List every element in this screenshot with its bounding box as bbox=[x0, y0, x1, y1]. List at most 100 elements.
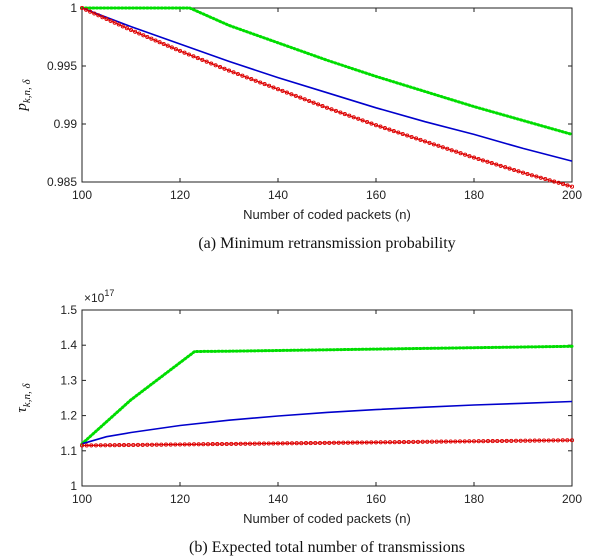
chart-a-series-marker bbox=[480, 158, 485, 163]
chart-a-ylabel: pk,n, δ bbox=[14, 78, 33, 111]
chart-b-series-marker bbox=[299, 441, 304, 446]
chart-a-caption: (a) Minimum retransmission probability bbox=[198, 235, 455, 252]
chart-a-series-marker bbox=[240, 73, 245, 78]
chart-b-series-marker bbox=[229, 441, 234, 446]
chart-a-ticks: 100 120 140 160 180 200 0.985 0.99 0.995 1 bbox=[47, 1, 582, 202]
chart-b-series-marker bbox=[247, 441, 253, 446]
chart-a-series-marker bbox=[289, 92, 294, 97]
chart-a-series-marker bbox=[195, 56, 200, 61]
chart-a-series-marker bbox=[454, 149, 459, 154]
chart-a-series-marker bbox=[373, 123, 379, 128]
chart-a-series-marker bbox=[503, 165, 508, 170]
chart-b-series-marker bbox=[89, 443, 94, 448]
chart-a-series-marker bbox=[538, 175, 543, 180]
chart-b-series-marker bbox=[224, 441, 229, 447]
chart-a-series-marker bbox=[92, 11, 97, 16]
chart-b-series-marker bbox=[107, 443, 113, 448]
chart-a-series-marker bbox=[507, 166, 512, 171]
chart-b-series-marker bbox=[345, 440, 351, 445]
chart-b-series-marker bbox=[205, 442, 211, 447]
chart-a-series-marker bbox=[409, 134, 414, 140]
chart-b-series-marker bbox=[527, 438, 533, 443]
chart-a-series-marker bbox=[267, 83, 272, 88]
chart-b-series-marker bbox=[485, 439, 491, 444]
chart-a-xtick-label: 140 bbox=[268, 188, 288, 202]
chart-a-frame bbox=[81, 7, 573, 183]
chart-a-xtick-label: 100 bbox=[72, 188, 92, 202]
chart-b-series-marker bbox=[103, 443, 108, 448]
chart-b-series-marker bbox=[215, 442, 220, 447]
chart-b-series-marker bbox=[532, 438, 537, 443]
chart-a-series-marker bbox=[485, 159, 490, 164]
chart-b-series-marker bbox=[509, 438, 514, 443]
chart-b-series-marker bbox=[373, 440, 379, 445]
chart-b-ytick-label: 1.5 bbox=[60, 303, 77, 317]
chart-a-series-marker bbox=[226, 68, 232, 73]
chart-b-series-marker bbox=[513, 438, 519, 443]
chart-b-series-markers-2 bbox=[79, 438, 575, 448]
chart-a-series-marker bbox=[275, 87, 281, 92]
chart-b-series-marker bbox=[443, 439, 449, 444]
chart-b-series-marker bbox=[369, 440, 374, 445]
chart-b-ylabel-main: τ bbox=[14, 407, 30, 413]
chart-a-ytick-label: 1 bbox=[70, 1, 77, 15]
chart-a-ytick-label: 0.985 bbox=[47, 175, 77, 189]
chart-a-series-marker bbox=[516, 169, 521, 174]
chart-b-series-marker bbox=[233, 441, 239, 446]
chart-a-series-marker bbox=[529, 173, 534, 178]
chart-a-series-marker bbox=[333, 108, 338, 113]
chart-a-series-marker bbox=[128, 27, 134, 33]
chart-b-series-marker bbox=[383, 440, 388, 445]
chart-b-series-marker bbox=[196, 442, 201, 447]
chart-a-series-marker bbox=[141, 33, 146, 38]
chart-b-series-marker bbox=[313, 440, 318, 446]
chart-b-series-line-1 bbox=[81, 400, 573, 445]
chart-b-ytick-label: 1.2 bbox=[60, 409, 77, 423]
chart-b-series-marker bbox=[401, 440, 407, 445]
chart-a-series-marker bbox=[302, 97, 307, 102]
chart-a-series-marker bbox=[471, 155, 477, 160]
chart-a-series-marker bbox=[520, 170, 526, 175]
chart-b-series-marker bbox=[420, 439, 425, 444]
chart-a-series-marker bbox=[378, 124, 383, 129]
chart-a-series-marker bbox=[440, 145, 445, 150]
chart-b-series-marker bbox=[546, 438, 551, 443]
chart-a-series-marker bbox=[235, 71, 240, 77]
chart-a-series-marker bbox=[436, 143, 441, 148]
chart-b-ytick-label: 1.1 bbox=[60, 444, 77, 458]
chart-a-series-marker bbox=[494, 162, 499, 167]
chart-b-series-marker bbox=[201, 442, 206, 447]
chart-b-series-marker bbox=[317, 440, 323, 446]
chart-b-series-marker bbox=[523, 438, 528, 443]
chart-b-series-marker bbox=[327, 440, 332, 445]
chart-a-series-marker bbox=[498, 163, 503, 168]
chart-a-series-marker bbox=[320, 104, 325, 109]
chart-b-xtick-label: 180 bbox=[464, 492, 484, 506]
chart-b-series-marker bbox=[117, 443, 122, 448]
chart-a-xtick-label: 200 bbox=[562, 188, 582, 202]
chart-a-series-marker bbox=[253, 78, 258, 83]
chart-a-series-marker bbox=[387, 127, 392, 132]
chart-a-series-marker bbox=[431, 142, 436, 147]
chart-a-series-marker bbox=[556, 180, 561, 185]
chart-b-series-marker bbox=[476, 439, 481, 444]
chart-b-series-marker bbox=[481, 439, 486, 444]
chart-b-series-marker bbox=[126, 442, 131, 448]
chart-b-series-marker bbox=[294, 441, 299, 446]
chart-b-series-marker bbox=[406, 439, 411, 445]
chart-a-series-marker bbox=[149, 36, 154, 41]
svg-text:τk,n, δ: τk,n, δ bbox=[14, 383, 33, 413]
chart-a-series-marker bbox=[231, 70, 236, 75]
chart-b-series-marker bbox=[252, 441, 257, 446]
chart-a-series-marker bbox=[427, 140, 432, 145]
chart-b-ytick-label: 1.3 bbox=[60, 373, 77, 387]
chart-a-series-marker bbox=[552, 179, 557, 184]
chart-a-series-marker bbox=[316, 102, 321, 107]
chart-b-series-marker bbox=[537, 438, 542, 443]
chart-b: 100 120 140 160 180 200 1 1.1 1.2 1.3 1.4 1.5 ×1017… bbox=[14, 288, 582, 556]
chart-b-series-marker bbox=[163, 442, 169, 447]
chart-b-series-marker bbox=[551, 438, 556, 443]
chart-a-series-marker bbox=[157, 40, 162, 45]
chart-b-series-marker bbox=[191, 442, 197, 447]
chart-a-ytick-label: 0.995 bbox=[47, 59, 77, 73]
